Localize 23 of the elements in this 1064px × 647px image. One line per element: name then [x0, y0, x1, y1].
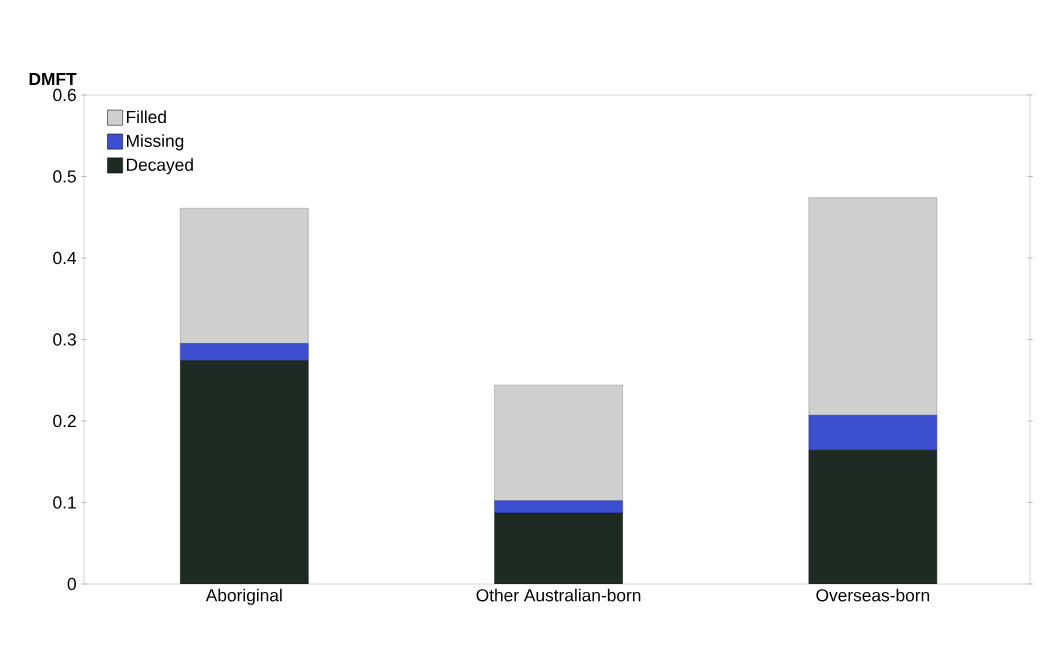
x-tick-label: Aboriginal	[205, 588, 282, 605]
x-tick-label: Overseas-born	[816, 588, 930, 602]
bar	[494, 384, 623, 502]
y-tick-label: 0.4	[53, 251, 77, 265]
bar	[494, 512, 623, 584]
legend-label: Decayed	[126, 158, 193, 175]
bar	[494, 500, 623, 514]
y-tick-label: 0.1	[53, 496, 76, 509]
y-tick-label: 0.2	[53, 414, 76, 428]
bar	[808, 197, 938, 416]
y-tick-label: 0.3	[53, 333, 76, 346]
bar	[180, 360, 309, 584]
y-tick-label: 0.6	[53, 88, 76, 102]
bar	[180, 343, 309, 361]
legend-label: Missing	[126, 134, 184, 151]
y-tick-label: 0.5	[53, 170, 76, 183]
x-tick-label: Other Australian-born	[476, 588, 641, 602]
bar	[180, 208, 309, 344]
legend-label: Filled	[126, 110, 166, 124]
y-tick-label: 0	[67, 577, 76, 591]
bar	[808, 415, 938, 451]
y-axis-title: DMFT	[29, 73, 77, 85]
bar	[808, 450, 938, 584]
